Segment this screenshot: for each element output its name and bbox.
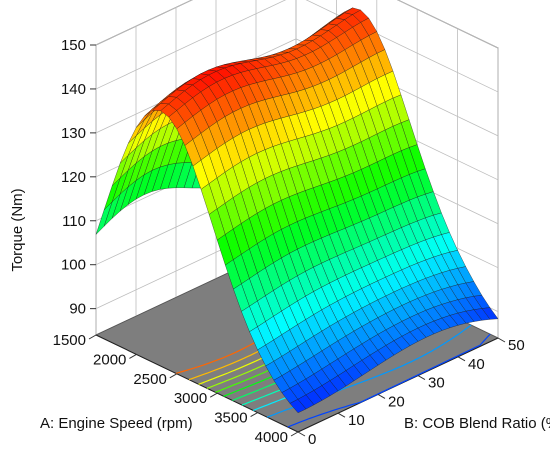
x-tick-label: 3500 [214, 410, 247, 427]
x-tick-label: 1500 [53, 332, 86, 349]
surface-cell [289, 399, 307, 414]
x-tick [250, 412, 258, 418]
z-gridline [95, 0, 499, 93]
y-tick [457, 356, 466, 362]
y-tick [417, 375, 426, 381]
x-tick-label: 2500 [133, 371, 166, 388]
axis-ticks: 9010011012013014015015002000250030003500… [53, 37, 525, 448]
z-tick-label: 130 [61, 125, 86, 142]
y-tick [377, 393, 386, 399]
z-tick-label: 150 [61, 37, 86, 54]
x-tick-label: 3000 [174, 390, 207, 407]
x-tick-label: 2000 [93, 351, 126, 368]
y-tick-label: 10 [348, 412, 365, 429]
y-tick-label: 0 [308, 431, 316, 448]
z-tick-label: 90 [69, 301, 86, 318]
x-tick [129, 353, 137, 359]
z-tick-label: 100 [61, 257, 86, 274]
y-tick-label: 30 [428, 375, 445, 392]
x-tick [169, 373, 178, 379]
x-tick [88, 334, 97, 340]
y-axis-label: B: COB Blend Ratio (%) [404, 415, 550, 432]
x-tick [209, 392, 218, 398]
contour-line [287, 333, 491, 428]
torque-surface [95, 7, 499, 414]
x-axis-label: A: Engine Speed (rpm) [40, 415, 193, 432]
x-tick [290, 431, 299, 437]
y-tick [337, 412, 346, 418]
y-tick-label: 20 [388, 393, 405, 410]
z-axis-label: Torque (Nm) [9, 188, 26, 271]
y-tick-label: 40 [468, 356, 485, 373]
z-gridline [95, 0, 499, 49]
y-tick [297, 431, 306, 437]
y-tick [497, 337, 506, 343]
z-tick-label: 110 [62, 213, 86, 230]
z-tick-label: 120 [61, 169, 86, 186]
z-tick-label: 140 [61, 81, 86, 98]
x-axis-line [95, 334, 299, 433]
x-tick-label: 4000 [255, 429, 288, 446]
y-tick-label: 50 [508, 337, 525, 354]
